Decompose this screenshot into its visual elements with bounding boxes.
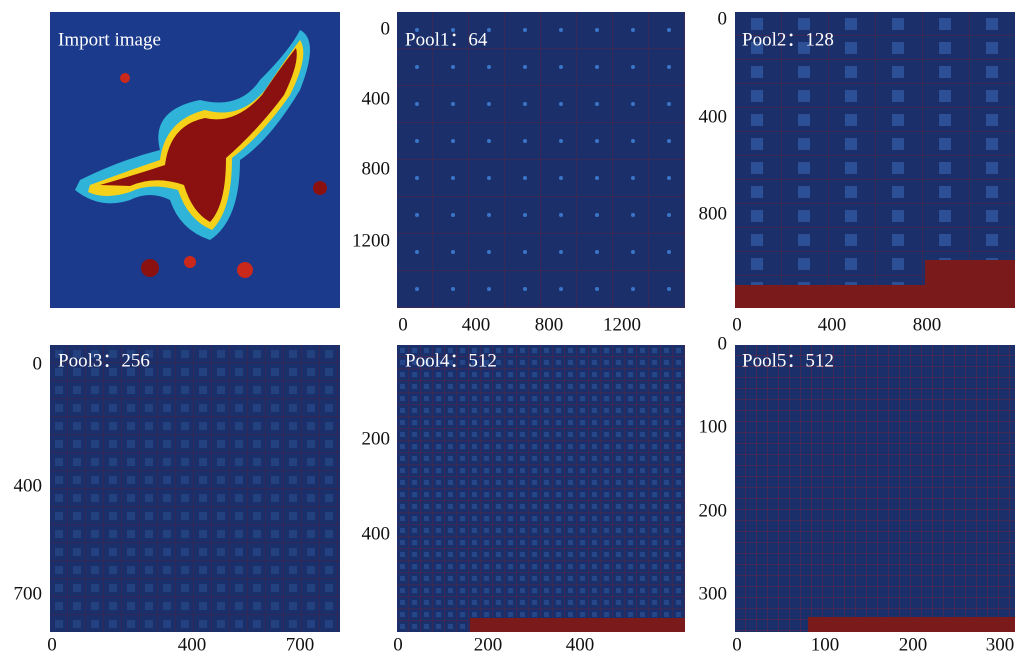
x-tick-label: 0 [732,314,742,335]
x-tick-label: 800 [913,314,942,335]
x-tick-label: 100 [811,634,840,655]
x-tick-label: 400 [566,634,595,655]
y-tick-label: 200 [362,428,391,449]
pool5-map [735,345,1015,632]
import-image [50,12,340,308]
x-tick-label: 1200 [603,314,641,335]
pool2-map [735,12,1015,308]
y-tick-label: 1200 [352,230,390,251]
x-tick-label: 700 [286,634,315,655]
x-tick-label: 200 [899,634,928,655]
y-tick-label: 400 [362,523,391,544]
y-tick-label: 400 [699,106,728,127]
y-tick-label: 400 [362,88,391,109]
panel-label: Pool2：128 [742,29,834,50]
y-tick-label: 100 [699,416,728,437]
y-tick-label: 700 [14,583,43,604]
y-tick-label: 400 [14,475,43,496]
panel-label: Pool4：512 [405,350,497,371]
pool5-padding [808,617,1015,632]
x-tick-label: 400 [462,314,491,335]
panel-label: Pool3：256 [58,350,150,371]
y-tick-label: 0 [718,8,728,29]
x-tick-label: 400 [818,314,847,335]
y-tick-label: 800 [362,158,391,179]
x-tick-label: 0 [398,314,408,335]
x-tick-label: 400 [178,634,207,655]
y-tick-label: 0 [33,353,43,374]
pool2-padding [735,260,1015,308]
x-tick-label: 0 [732,634,742,655]
x-tick-label: 200 [474,634,503,655]
panel-label: Pool1：64 [405,29,488,50]
panel-label: Import image [58,29,161,50]
x-tick-label: 0 [393,634,403,655]
pool3-map [50,345,340,632]
y-tick-label: 0 [381,18,391,39]
y-tick-label: 200 [699,500,728,521]
x-tick-label: 0 [47,634,57,655]
pool4-padding [470,618,685,632]
y-tick-label: 800 [699,203,728,224]
x-tick-label: 300 [986,634,1015,655]
pool4-map [397,345,685,632]
x-tick-label: 800 [535,314,564,335]
y-tick-label: 0 [718,333,728,354]
panel-label: Pool5：512 [742,350,834,371]
pool1-map [397,12,685,308]
y-tick-label: 300 [699,583,728,604]
